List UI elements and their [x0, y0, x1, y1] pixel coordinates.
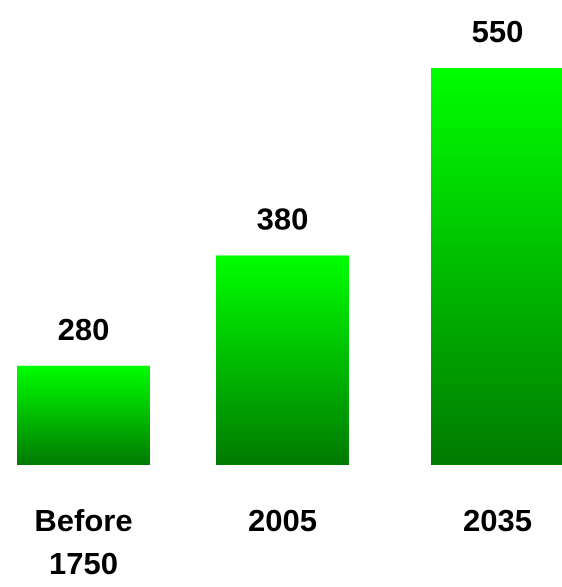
category-label-0-line-1: 1750: [49, 546, 118, 581]
category-label-0-line-0: Before: [34, 503, 132, 538]
bar-2: [431, 68, 562, 465]
value-labels-group: 280 380 550: [58, 14, 524, 347]
bars-group: [17, 68, 562, 465]
bar-1: [216, 255, 349, 465]
data-label-0: 280: [58, 312, 110, 347]
data-label-2: 550: [472, 14, 524, 49]
bar-0: [17, 365, 150, 465]
category-labels-group: Before 1750 2005 2035: [34, 503, 532, 581]
category-label-2: 2035: [463, 503, 532, 538]
data-label-1: 380: [257, 201, 309, 236]
category-label-1: 2005: [248, 503, 317, 538]
